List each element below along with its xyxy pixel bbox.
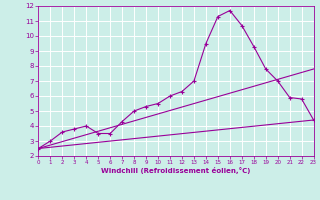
X-axis label: Windchill (Refroidissement éolien,°C): Windchill (Refroidissement éolien,°C) bbox=[101, 167, 251, 174]
